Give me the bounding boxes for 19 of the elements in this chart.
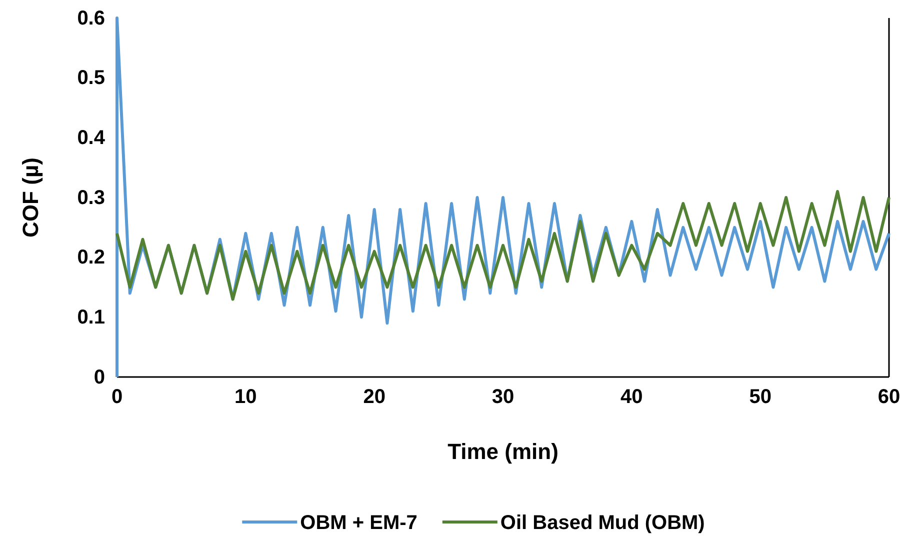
y-tick-label: 0.2 [77, 246, 105, 269]
x-tick-label: 10 [234, 386, 257, 408]
x-tick-label: 40 [620, 386, 643, 408]
x-tick-label: 0 [111, 386, 123, 408]
x-tick-label: 20 [363, 386, 386, 408]
y-tick-label: 0.5 [77, 67, 105, 90]
y-tick-label: 0.1 [77, 306, 105, 329]
y-axis-title: COF (µ) [18, 158, 43, 238]
x-tick-label: 60 [878, 386, 900, 408]
legend-label: Oil Based Mud (OBM) [500, 512, 705, 534]
y-tick-label: 0 [94, 366, 105, 388]
y-tick-label: 0.4 [77, 127, 106, 150]
legend-label: OBM + EM-7 [300, 512, 418, 534]
line-series [116, 190, 890, 301]
y-tick-label: 0.3 [77, 186, 105, 209]
x-tick-label: 30 [492, 386, 514, 408]
x-tick-label: 50 [749, 386, 772, 408]
x-axis-title: Time (min) [448, 439, 558, 464]
y-tick-label: 0.6 [77, 7, 105, 30]
